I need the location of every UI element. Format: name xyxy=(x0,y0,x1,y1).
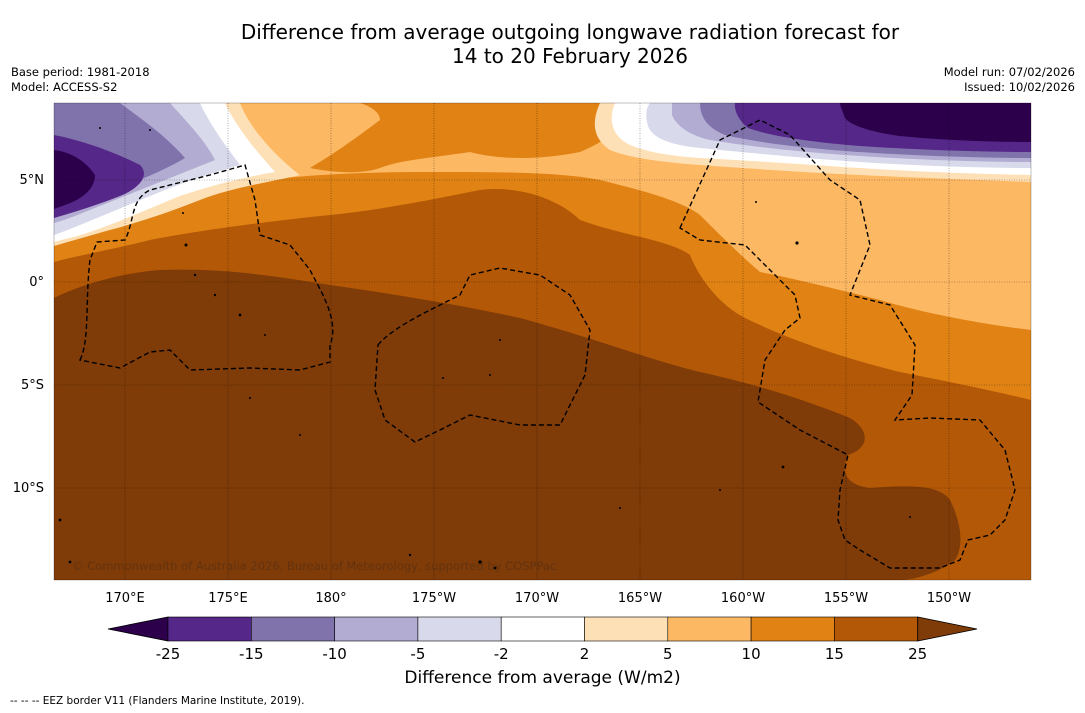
lat-labels: 5°N 0° 5°S 10°S xyxy=(13,173,44,496)
colorbar-segment xyxy=(251,616,335,642)
base-period: Base period: 1981-2018 xyxy=(11,65,150,79)
model-name: Model: ACCESS-S2 xyxy=(11,80,118,94)
lon-label: 170°E xyxy=(105,591,145,606)
eez-footnote: -- -- -- EEZ border V11 (Flanders Marine… xyxy=(10,695,305,707)
band-below-minus25-west xyxy=(54,150,95,209)
colorbar-tick-label: -25 xyxy=(156,645,181,663)
issued-date: Issued: 10/02/2026 xyxy=(964,80,1075,94)
lon-label: 155°W xyxy=(824,591,868,606)
colorbar-tick-label: 2 xyxy=(580,645,590,663)
eez-border-central xyxy=(374,267,591,443)
olr-anomaly-field xyxy=(54,103,1031,580)
title-line-2: 14 to 20 February 2026 xyxy=(452,44,688,68)
eez-border-east xyxy=(679,119,1016,569)
colorbar-tick-label: -15 xyxy=(239,645,264,663)
lat-label: 0° xyxy=(29,275,44,290)
map-frame xyxy=(53,102,1032,581)
lon-labels: 170°E 175°E 180° 175°W 170°W 165°W 160°W… xyxy=(105,591,971,606)
colorbar-tick-label: -5 xyxy=(410,645,425,663)
lon-label: 160°W xyxy=(721,591,765,606)
lon-label: 175°E xyxy=(208,591,248,606)
model-run: Model run: 07/02/2026 xyxy=(943,65,1075,79)
lon-label: 170°W xyxy=(515,591,559,606)
colorbar-tick-label: 5 xyxy=(663,645,673,663)
colorbar-segment xyxy=(750,616,835,642)
eez-border-west xyxy=(78,164,334,371)
meta-right: Model run: 07/02/2026 Issued: 10/02/2026 xyxy=(944,65,1075,95)
colorbar-arrow-high xyxy=(917,616,978,642)
colorbar-segment xyxy=(417,616,502,642)
colorbar-segment xyxy=(667,616,752,642)
lat-label: 5°S xyxy=(21,378,44,393)
colorbar-tick-label: 10 xyxy=(742,645,761,663)
colorbar-segment xyxy=(834,616,919,642)
islands xyxy=(58,127,911,570)
colorbar-tick-label: 25 xyxy=(908,645,927,663)
lat-label: 5°N xyxy=(20,173,45,188)
colorbar-arrow-low xyxy=(107,616,169,642)
colorbar-tick-label: -10 xyxy=(322,645,347,663)
lat-label: 10°S xyxy=(13,481,44,496)
colorbar-label: Difference from average (W/m2) xyxy=(404,668,681,688)
gridlines xyxy=(54,103,1031,580)
eez-borders xyxy=(78,119,1016,569)
colorbar-tick-label: 15 xyxy=(825,645,844,663)
colorbar-segment xyxy=(334,616,419,642)
chart-title: Difference from average outgoing longwav… xyxy=(0,20,1085,68)
lon-label: 175°W xyxy=(412,591,456,606)
title-line-1: Difference from average outgoing longwav… xyxy=(240,20,900,44)
lon-label: 150°W xyxy=(927,591,971,606)
colorbar-segment xyxy=(584,616,669,642)
band-10-15-tongue xyxy=(310,103,640,173)
lon-label: 180° xyxy=(315,591,346,606)
colorbar-segment xyxy=(167,616,252,642)
copyright-notice: © Commonwealth of Australia 2026, Bureau… xyxy=(72,559,556,573)
band-below-minus25-east xyxy=(840,103,1031,142)
lon-label: 165°W xyxy=(618,591,662,606)
band-above-25 xyxy=(54,269,961,580)
colorbar: -25 -15 -10 -5 -2 2 5 10 15 25 xyxy=(107,616,978,663)
colorbar-tick-label: -2 xyxy=(494,645,509,663)
colorbar-segment xyxy=(500,616,585,642)
meta-left: Base period: 1981-2018 Model: ACCESS-S2 xyxy=(11,65,150,95)
